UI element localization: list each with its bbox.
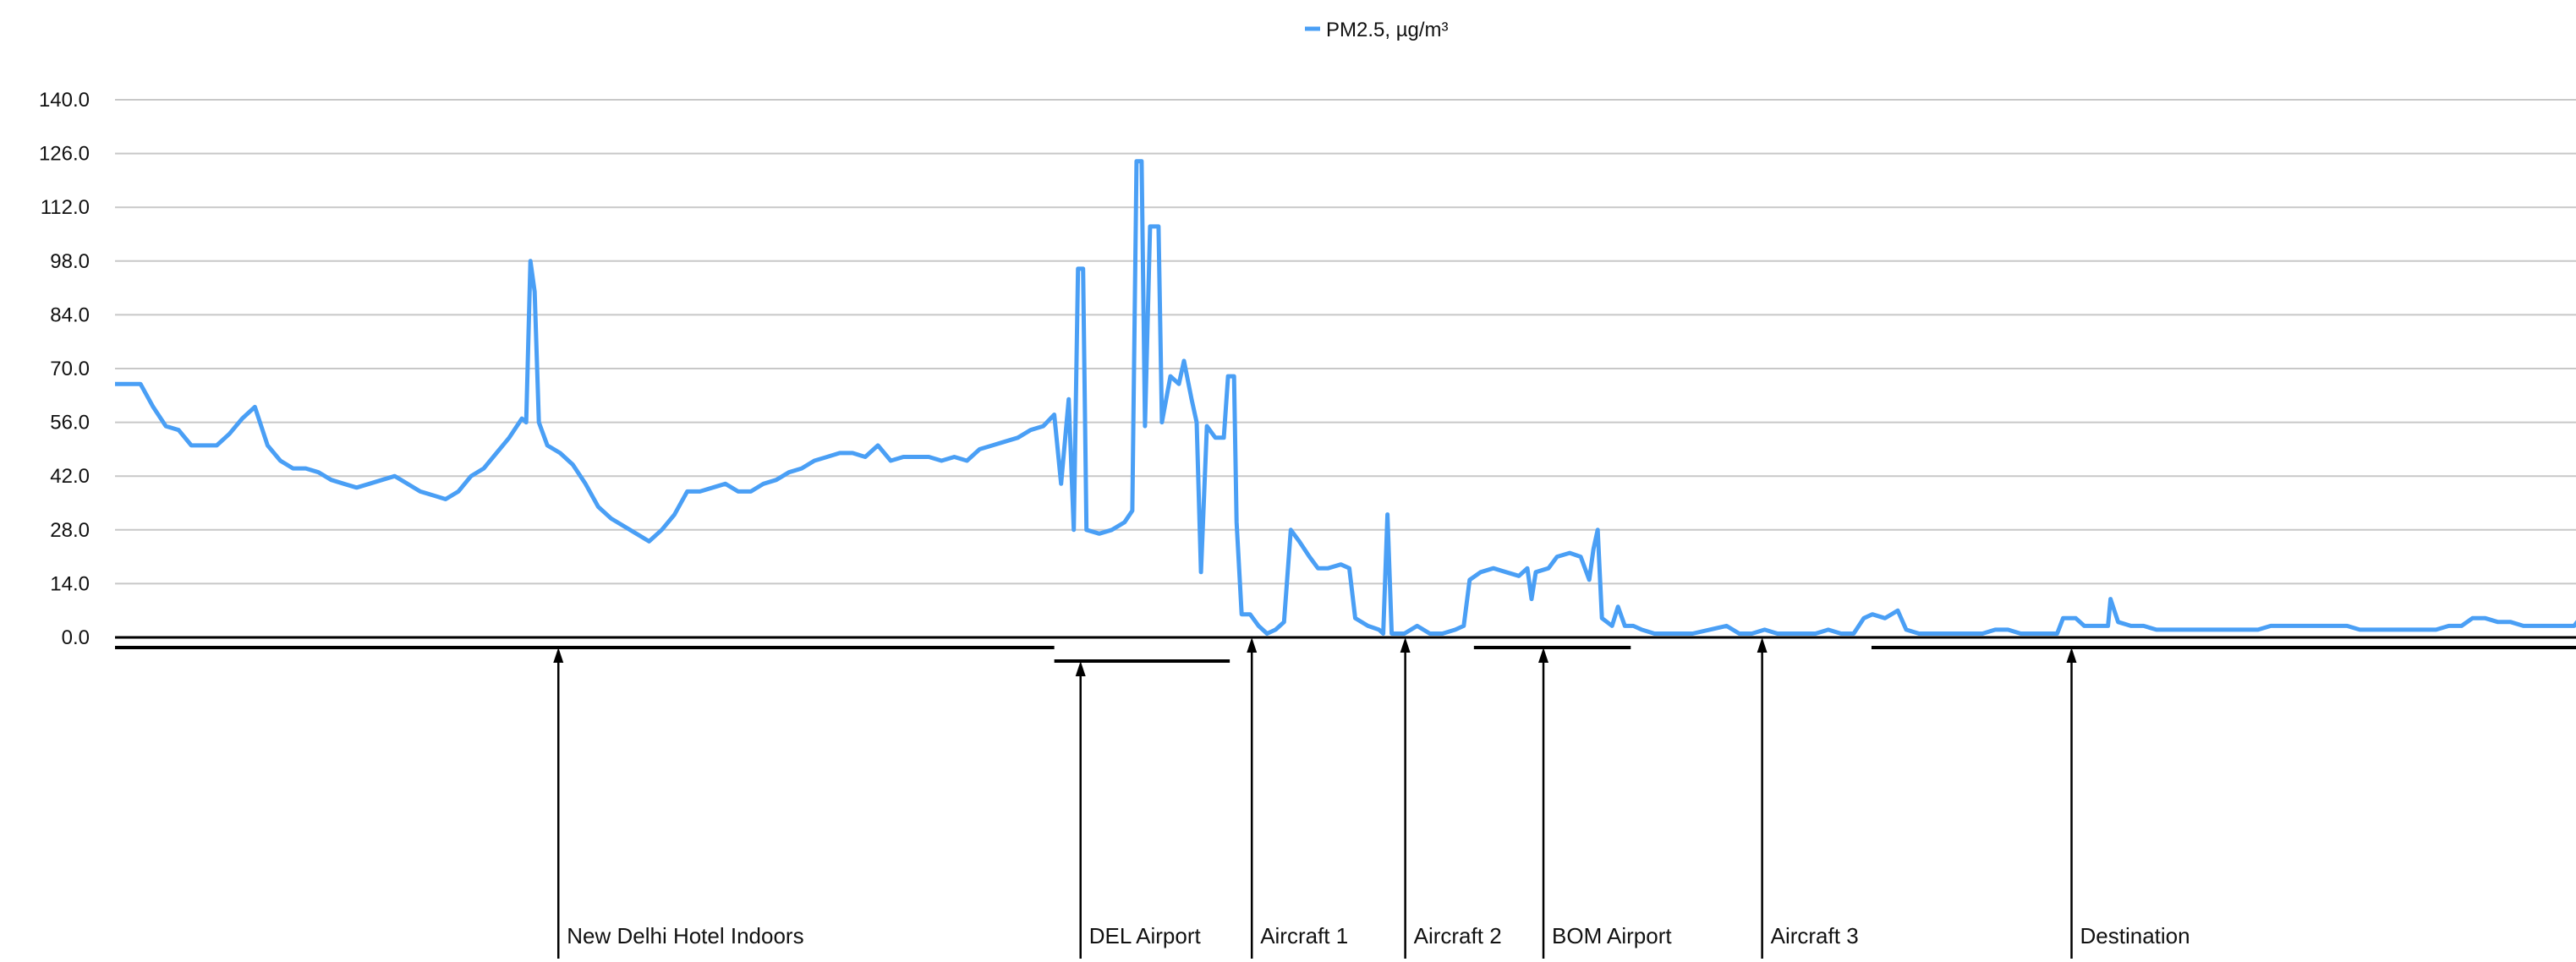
arrowhead-icon bbox=[1538, 648, 1549, 663]
arrowhead-icon bbox=[1247, 637, 1258, 653]
y-tick-label: 70.0 bbox=[50, 358, 90, 380]
series bbox=[115, 159, 2576, 636]
y-axis-ticks: 0.0 14.0 28.0 42.0 56.0 70.0 84.0 98.0 112.0 126.… bbox=[39, 89, 90, 649]
y-tick-label: 56.0 bbox=[50, 412, 90, 435]
annotation-label: Destination bbox=[2080, 923, 2190, 948]
y-tick-label: 126.0 bbox=[39, 143, 90, 166]
grid bbox=[115, 99, 2576, 585]
annotations: New Delhi Hotel Indoors DEL Airport Aircra… bbox=[115, 637, 2576, 959]
annotation: Aircraft 2 bbox=[1400, 637, 1502, 959]
annotation: Aircraft 1 bbox=[1247, 637, 1348, 959]
annotation: Destination bbox=[1871, 646, 2576, 959]
y-tick-label: 0.0 bbox=[62, 626, 90, 649]
series-line bbox=[115, 159, 2576, 636]
arrowhead-icon bbox=[1757, 637, 1768, 653]
annotation: DEL Airport bbox=[1054, 659, 1230, 959]
annotation-label: Aircraft 3 bbox=[1771, 923, 1859, 948]
y-tick-label: 84.0 bbox=[50, 303, 90, 326]
annotation-label: New Delhi Hotel Indoors bbox=[567, 923, 803, 948]
annotation-label: BOM Airport bbox=[1552, 923, 1672, 948]
annotation: BOM Airport bbox=[1473, 646, 1672, 959]
arrowhead-icon bbox=[553, 648, 564, 663]
y-tick-label: 14.0 bbox=[50, 572, 90, 595]
annotation-label: Aircraft 1 bbox=[1260, 923, 1348, 948]
y-tick-label: 98.0 bbox=[50, 250, 90, 273]
y-tick-label: 112.0 bbox=[41, 196, 90, 219]
annotation: Aircraft 3 bbox=[1757, 637, 1859, 959]
annotation: New Delhi Hotel Indoors bbox=[115, 646, 1055, 959]
arrowhead-icon bbox=[1400, 637, 1411, 653]
annotation-label: Aircraft 2 bbox=[1414, 923, 1502, 948]
legend-label: PM2.5, µg/m³ bbox=[1326, 19, 1449, 41]
arrowhead-icon bbox=[1075, 661, 1086, 676]
y-tick-label: 140.0 bbox=[39, 89, 90, 112]
legend: PM2.5, µg/m³ bbox=[1305, 19, 1449, 41]
arrowhead-icon bbox=[2066, 648, 2077, 663]
y-tick-label: 28.0 bbox=[50, 519, 90, 542]
y-tick-label: 42.0 bbox=[50, 465, 90, 488]
annotation-label: DEL Airport bbox=[1089, 923, 1202, 948]
